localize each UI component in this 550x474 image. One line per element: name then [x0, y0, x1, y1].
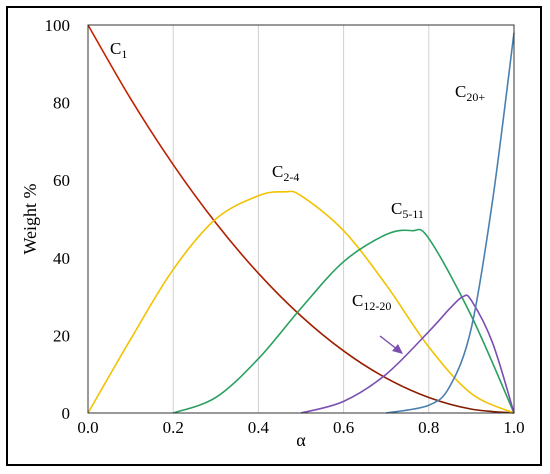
series-layer	[87, 24, 515, 414]
x-tick-label: 0.2	[163, 418, 184, 437]
y-tick-label: 40	[53, 249, 70, 268]
y-tick-label: 100	[45, 16, 71, 35]
label-c1: C1	[110, 39, 127, 61]
x-tick-label: 0.4	[248, 418, 270, 437]
chart-frame	[6, 6, 542, 466]
series-line-c1	[87, 24, 515, 414]
y-tick-label: 60	[53, 171, 70, 190]
x-tick-label: 0.0	[77, 418, 98, 437]
y-tick-label: 20	[53, 326, 70, 345]
series-line-c20-plus	[386, 32, 515, 414]
tick-layer: 0.0 0.2 0.4 0.6 0.8 1.0 0 20 40 60 80 100	[45, 16, 525, 437]
series-line-c12-20	[300, 294, 515, 414]
label-c12-20: C12-20	[352, 291, 391, 313]
grid-layer	[172, 25, 430, 413]
x-tick-label: 0.8	[418, 418, 439, 437]
annotation-arrow	[379, 335, 403, 354]
label-c20-plus: C20+	[455, 82, 485, 104]
x-axis-title: α	[296, 430, 306, 450]
y-axis-title: Weight %	[20, 183, 40, 254]
series-line-c2-4	[87, 190, 515, 414]
label-c2-4: C2-4	[272, 162, 299, 184]
y-tick-label: 80	[53, 94, 70, 113]
x-tick-label: 1.0	[503, 418, 524, 437]
label-c5-11: C5-11	[391, 199, 424, 221]
plot-area-border	[87, 24, 515, 414]
x-tick-label: 0.6	[333, 418, 354, 437]
y-tick-label: 0	[62, 404, 71, 423]
series-line-c5-11	[172, 228, 515, 414]
